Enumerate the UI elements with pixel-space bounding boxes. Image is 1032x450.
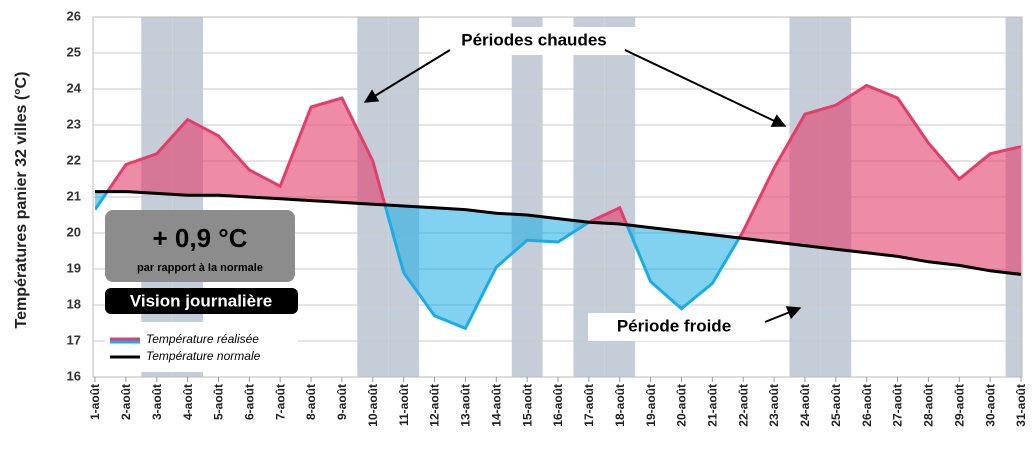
y-tick-label: 19 <box>67 260 81 275</box>
x-tick-label: 19-août <box>644 384 658 427</box>
y-tick-label: 18 <box>67 296 81 311</box>
x-tick-label: 21-août <box>706 384 720 427</box>
x-tick-label: 1-août <box>88 384 102 420</box>
x-tick-label: 25-août <box>829 384 843 427</box>
arrow <box>363 49 451 103</box>
y-tick-label: 23 <box>67 116 81 131</box>
x-tick-label: 31-août <box>1014 384 1028 427</box>
y-tick-label: 24 <box>67 80 82 95</box>
x-tick-label: 29-août <box>952 384 966 427</box>
x-tick-label: 14-août <box>489 384 503 427</box>
view-box <box>105 288 298 314</box>
arrow <box>624 49 787 127</box>
normal-line <box>95 190 1022 276</box>
annotation: Périodes chaudes <box>461 30 607 49</box>
x-tick-label: 20-août <box>675 384 689 427</box>
y-tick-label: 16 <box>67 368 81 383</box>
legend-box <box>105 322 298 372</box>
x-tick-label: 5-août <box>212 384 226 420</box>
x-tick-label: 6-août <box>243 384 257 420</box>
x-tick-label: 13-août <box>459 384 473 427</box>
y-tick-label: 17 <box>67 332 81 347</box>
arrow <box>764 306 802 323</box>
x-tick-label: 28-août <box>922 384 936 427</box>
x-tick-label: 11-août <box>397 384 411 426</box>
x-tick-label: 8-août <box>304 384 318 420</box>
legend-label: Température réalisée <box>146 332 259 346</box>
x-tick-label: 7-août <box>273 384 287 420</box>
x-tick-label: 16-août <box>551 384 565 427</box>
x-tick-label: 9-août <box>335 384 349 420</box>
x-tick-label: 17-août <box>582 384 596 427</box>
x-tick-label: 15-août <box>520 384 534 427</box>
delta-box <box>105 210 295 282</box>
x-tick-label: 10-août <box>366 384 380 427</box>
x-tick-label: 18-août <box>613 384 627 427</box>
y-tick-label: 25 <box>67 44 81 59</box>
realized-line-below <box>95 191 1021 331</box>
legend-label: Température normale <box>146 349 261 363</box>
y-tick-label: 22 <box>67 152 81 167</box>
x-tick-label: 26-août <box>860 384 874 427</box>
x-tick-label: 24-août <box>798 384 812 427</box>
delta-value: + 0,9 °C <box>153 223 248 253</box>
y-tick-label: 20 <box>67 224 81 239</box>
x-tick-label: 4-août <box>181 384 195 420</box>
view-label: Vision journalière <box>130 291 272 310</box>
y-tick-label: 21 <box>67 188 81 203</box>
y-axis-title: Températures panier 32 villes (°C) <box>13 72 30 329</box>
y-tick-label: 26 <box>67 8 81 23</box>
x-tick-label: 3-août <box>150 384 164 420</box>
x-tick-label: 12-août <box>428 384 442 427</box>
delta-note: par rapport à la normale <box>137 262 263 274</box>
x-tick-label: 23-août <box>767 384 781 427</box>
annotation-box <box>588 313 760 341</box>
x-tick-label: 30-août <box>983 384 997 427</box>
annotation-box <box>432 27 637 55</box>
annotation: Période froide <box>617 316 731 335</box>
x-tick-label: 22-août <box>736 384 750 427</box>
x-tick-label: 27-août <box>891 384 905 427</box>
x-tick-label: 2-août <box>119 384 133 420</box>
warm-area <box>95 85 1021 275</box>
